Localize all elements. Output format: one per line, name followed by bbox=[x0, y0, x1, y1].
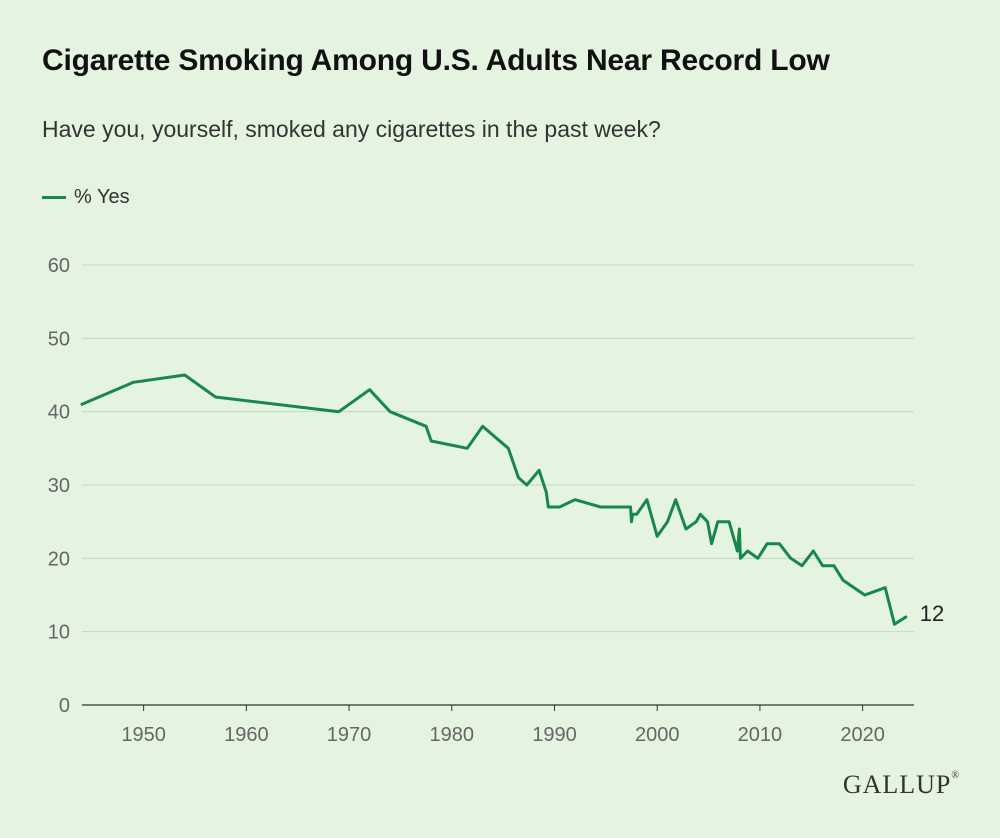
y-tick-label-10: 10 bbox=[48, 622, 70, 644]
gallup-logo-text: GALLUP bbox=[842, 770, 952, 799]
series-line-yes bbox=[80, 373, 908, 626]
y-tick-label-60: 60 bbox=[48, 255, 70, 277]
chart-title: Cigarette Smoking Among U.S. Adults Near… bbox=[42, 44, 830, 77]
y-tick-label-0: 0 bbox=[59, 695, 70, 717]
legend-swatch bbox=[42, 196, 66, 199]
chart-subtitle: Have you, yourself, smoked any cigarette… bbox=[42, 116, 661, 142]
y-tick-label-40: 40 bbox=[48, 402, 70, 424]
x-tick-label-1950: 1950 bbox=[121, 724, 166, 746]
end-value-label: 12 bbox=[920, 601, 944, 626]
legend: % Yes bbox=[42, 186, 130, 209]
registered-mark: ® bbox=[951, 770, 960, 781]
legend-label: % Yes bbox=[74, 186, 130, 208]
x-tick-label-1990: 1990 bbox=[532, 724, 577, 746]
x-tick-label-1970: 1970 bbox=[327, 724, 372, 746]
gallup-logo: GALLUP® bbox=[843, 770, 960, 800]
x-tick-label-2010: 2010 bbox=[738, 724, 783, 746]
x-tick-label-1960: 1960 bbox=[224, 724, 269, 746]
x-tick-label-1980: 1980 bbox=[430, 724, 475, 746]
x-tick-label-2020: 2020 bbox=[840, 724, 885, 746]
y-tick-label-20: 20 bbox=[48, 548, 70, 570]
y-tick-label-50: 50 bbox=[48, 328, 70, 350]
y-tick-label-30: 30 bbox=[48, 475, 70, 497]
x-tick-label-2000: 2000 bbox=[635, 724, 680, 746]
